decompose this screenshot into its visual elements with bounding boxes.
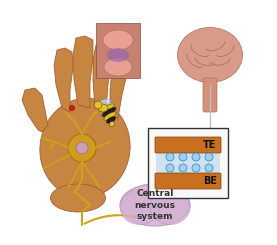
Circle shape — [94, 101, 102, 109]
Circle shape — [179, 153, 187, 161]
Ellipse shape — [104, 112, 116, 120]
Ellipse shape — [50, 184, 106, 212]
Circle shape — [202, 140, 218, 156]
Ellipse shape — [120, 184, 190, 226]
Circle shape — [179, 164, 187, 172]
Circle shape — [68, 134, 96, 162]
Ellipse shape — [107, 48, 129, 62]
FancyBboxPatch shape — [155, 173, 221, 189]
Ellipse shape — [95, 99, 111, 107]
Ellipse shape — [98, 104, 108, 112]
FancyBboxPatch shape — [203, 78, 217, 112]
Ellipse shape — [40, 98, 130, 198]
Circle shape — [166, 153, 174, 161]
Circle shape — [166, 164, 174, 172]
Ellipse shape — [120, 189, 160, 224]
Ellipse shape — [102, 108, 116, 117]
Ellipse shape — [102, 104, 114, 112]
Ellipse shape — [103, 30, 133, 50]
Ellipse shape — [104, 58, 132, 76]
Circle shape — [205, 153, 213, 161]
Polygon shape — [22, 88, 48, 132]
Circle shape — [205, 164, 213, 172]
Ellipse shape — [100, 103, 114, 109]
Polygon shape — [54, 48, 73, 112]
Text: BE: BE — [203, 176, 217, 186]
Polygon shape — [93, 44, 111, 110]
Text: TE: TE — [203, 140, 217, 150]
Circle shape — [192, 153, 200, 161]
Circle shape — [76, 142, 88, 154]
Ellipse shape — [178, 27, 242, 83]
Bar — [148, 128, 228, 198]
Ellipse shape — [109, 121, 115, 127]
Ellipse shape — [106, 117, 116, 123]
Polygon shape — [73, 36, 93, 108]
Polygon shape — [110, 60, 127, 118]
Ellipse shape — [150, 189, 190, 224]
Circle shape — [70, 106, 75, 110]
Text: Central
nervous
system: Central nervous system — [135, 189, 176, 220]
Circle shape — [192, 164, 200, 172]
Bar — [156, 152, 220, 174]
FancyBboxPatch shape — [155, 137, 221, 153]
Bar — [96, 23, 140, 78]
